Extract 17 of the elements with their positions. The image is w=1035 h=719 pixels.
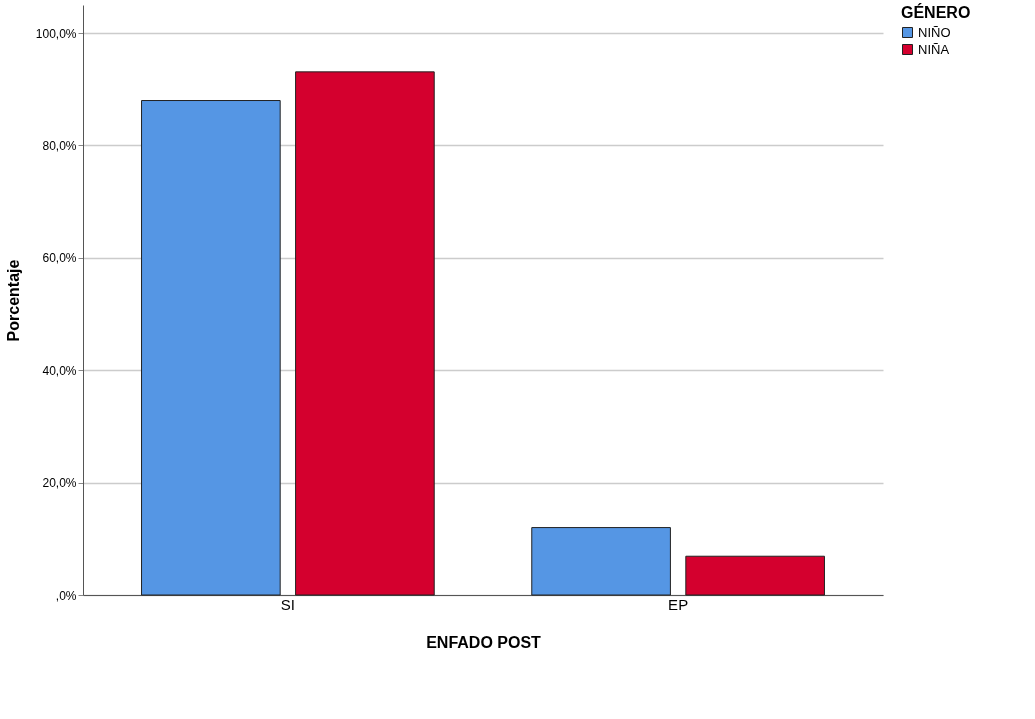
y-axis-title: Porcentaje — [4, 259, 22, 342]
legend-label: NIÑA — [918, 41, 950, 57]
bar — [685, 555, 825, 596]
x-tick-label: EP — [668, 595, 689, 613]
y-tick-label: 40,0% — [42, 363, 77, 378]
x-tick-label: SI — [280, 595, 295, 613]
y-tick-label: ,0% — [55, 588, 77, 603]
y-tick-label: 80,0% — [42, 138, 77, 153]
legend-title: GÉNERO — [901, 3, 971, 21]
x-axis-title: ENFADO POST — [426, 633, 542, 651]
bar — [295, 71, 435, 596]
legend-label: NIÑO — [918, 24, 951, 40]
bar — [141, 100, 281, 596]
y-tick-label: 60,0% — [42, 251, 77, 266]
bar — [531, 527, 671, 596]
y-tick-label: 100,0% — [35, 26, 77, 41]
y-tick-label: 20,0% — [42, 476, 77, 491]
